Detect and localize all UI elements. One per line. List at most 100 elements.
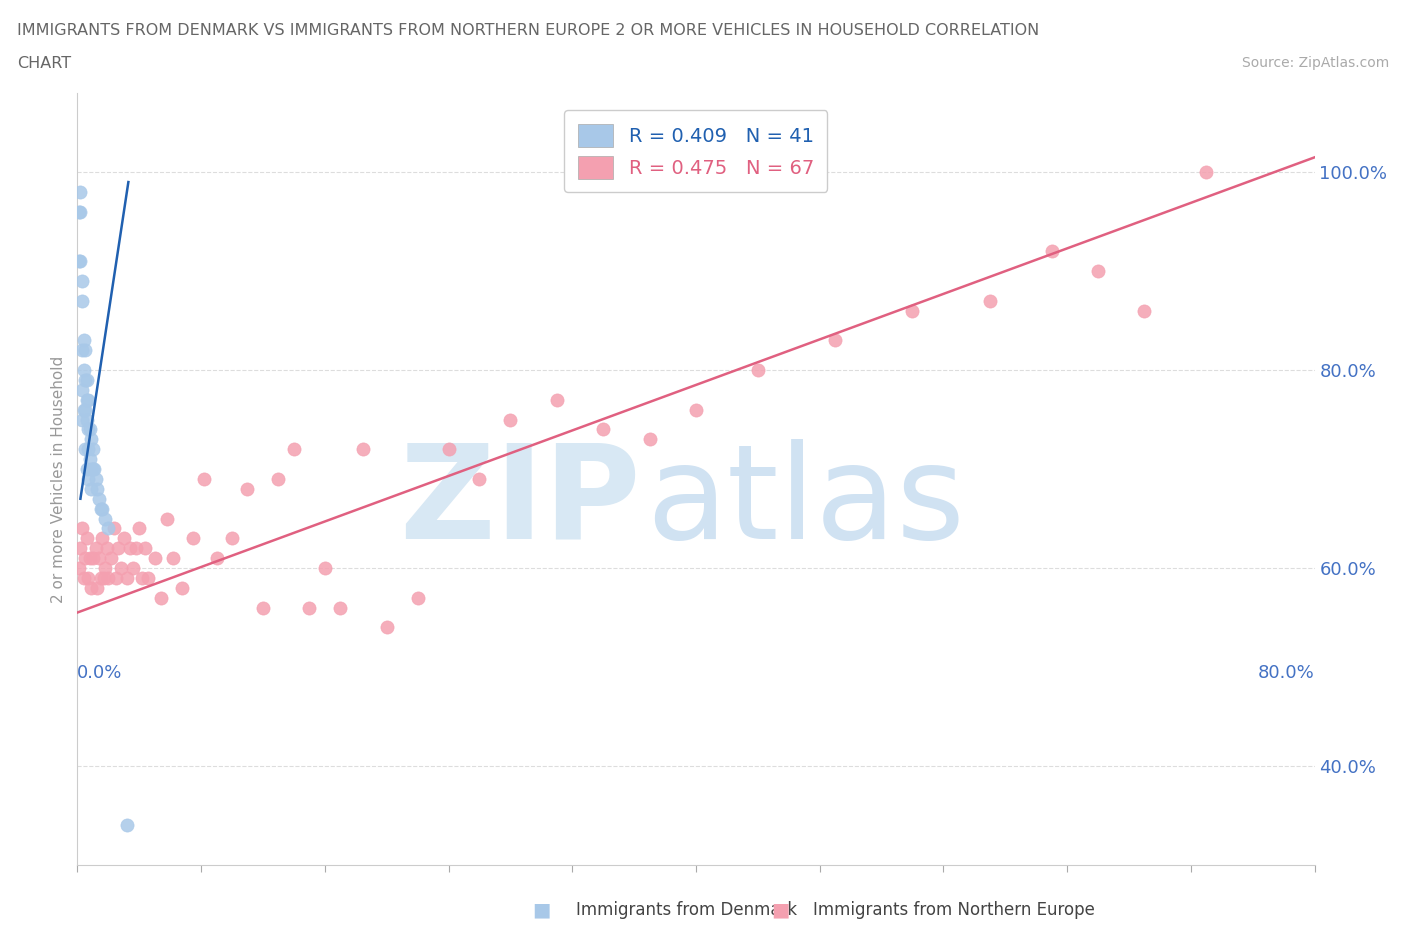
Point [67,254,90,269]
Point [69,540,91,555]
Point [84,540,107,555]
Point [76,461,98,476]
Point [128,521,150,536]
Point [283,442,305,457]
Point [437,442,460,457]
Point [83,461,105,476]
Y-axis label: 2 or more Vehicles in Household: 2 or more Vehicles in Household [51,355,66,603]
Point [125,540,148,555]
Text: Immigrants from Northern Europe: Immigrants from Northern Europe [813,900,1094,919]
Point [1133,303,1156,318]
Point [143,551,166,565]
Text: Immigrants from Denmark: Immigrants from Denmark [576,900,797,919]
Point [93,570,115,585]
Point [149,591,172,605]
Text: Source: ZipAtlas.com: Source: ZipAtlas.com [1241,56,1389,70]
Point [97,570,120,585]
Point [1040,244,1063,259]
Point [193,472,215,486]
Point [77,472,100,486]
Text: ZIP: ZIP [399,439,640,565]
Point [94,561,117,576]
Point [901,303,924,318]
Point [70,343,93,358]
Point [105,570,127,585]
Text: atlas: atlas [647,439,966,565]
Point [80,432,103,446]
Point [82,551,104,565]
Point [100,551,122,565]
Point [115,570,138,585]
Point [97,521,120,536]
Point [79,551,101,565]
Point [685,403,707,418]
Point [1087,264,1109,279]
Text: CHART: CHART [17,56,70,71]
Point [103,521,125,536]
Text: 0.0%: 0.0% [77,664,122,683]
Point [329,600,352,615]
Point [979,293,1001,308]
Point [115,817,138,832]
Point [67,205,90,219]
Point [70,293,93,308]
Point [77,422,100,437]
Point [87,551,110,565]
Point [162,551,184,565]
Point [96,540,118,555]
Point [70,273,93,288]
Point [76,373,98,388]
Point [80,461,103,476]
Point [1195,165,1218,179]
Point [134,540,156,555]
Point [252,600,274,615]
Point [67,561,90,576]
Point [221,531,243,546]
Point [546,392,568,407]
Point [72,570,94,585]
Point [70,521,93,536]
Point [80,482,103,497]
Point [156,512,179,526]
Point [236,482,259,497]
Point [90,501,111,516]
Point [69,205,91,219]
Point [72,333,94,348]
Point [314,561,336,576]
Point [82,461,104,476]
Point [69,254,91,269]
Point [107,540,129,555]
Point [75,403,96,418]
Point [352,442,374,457]
Point [72,363,94,378]
Text: ■: ■ [770,900,790,919]
Point [499,412,522,427]
Point [79,452,101,467]
Point [112,531,135,546]
Legend: R = 0.409   N = 41, R = 0.475   N = 67: R = 0.409 N = 41, R = 0.475 N = 67 [564,111,828,193]
Point [298,600,321,615]
Point [76,531,98,546]
Point [76,392,98,407]
Point [77,442,100,457]
Point [406,591,429,605]
Point [375,620,398,635]
Point [75,442,96,457]
Point [267,472,290,486]
Point [84,472,107,486]
Point [205,551,228,565]
Point [75,343,96,358]
Point [72,403,94,418]
Point [592,422,614,437]
Point [80,580,103,595]
Point [90,570,111,585]
Point [94,512,117,526]
Point [747,363,769,378]
Point [172,580,194,595]
Point [70,412,93,427]
Point [138,570,160,585]
Point [118,540,141,555]
Point [77,392,100,407]
Point [468,472,491,486]
Point [70,382,93,397]
